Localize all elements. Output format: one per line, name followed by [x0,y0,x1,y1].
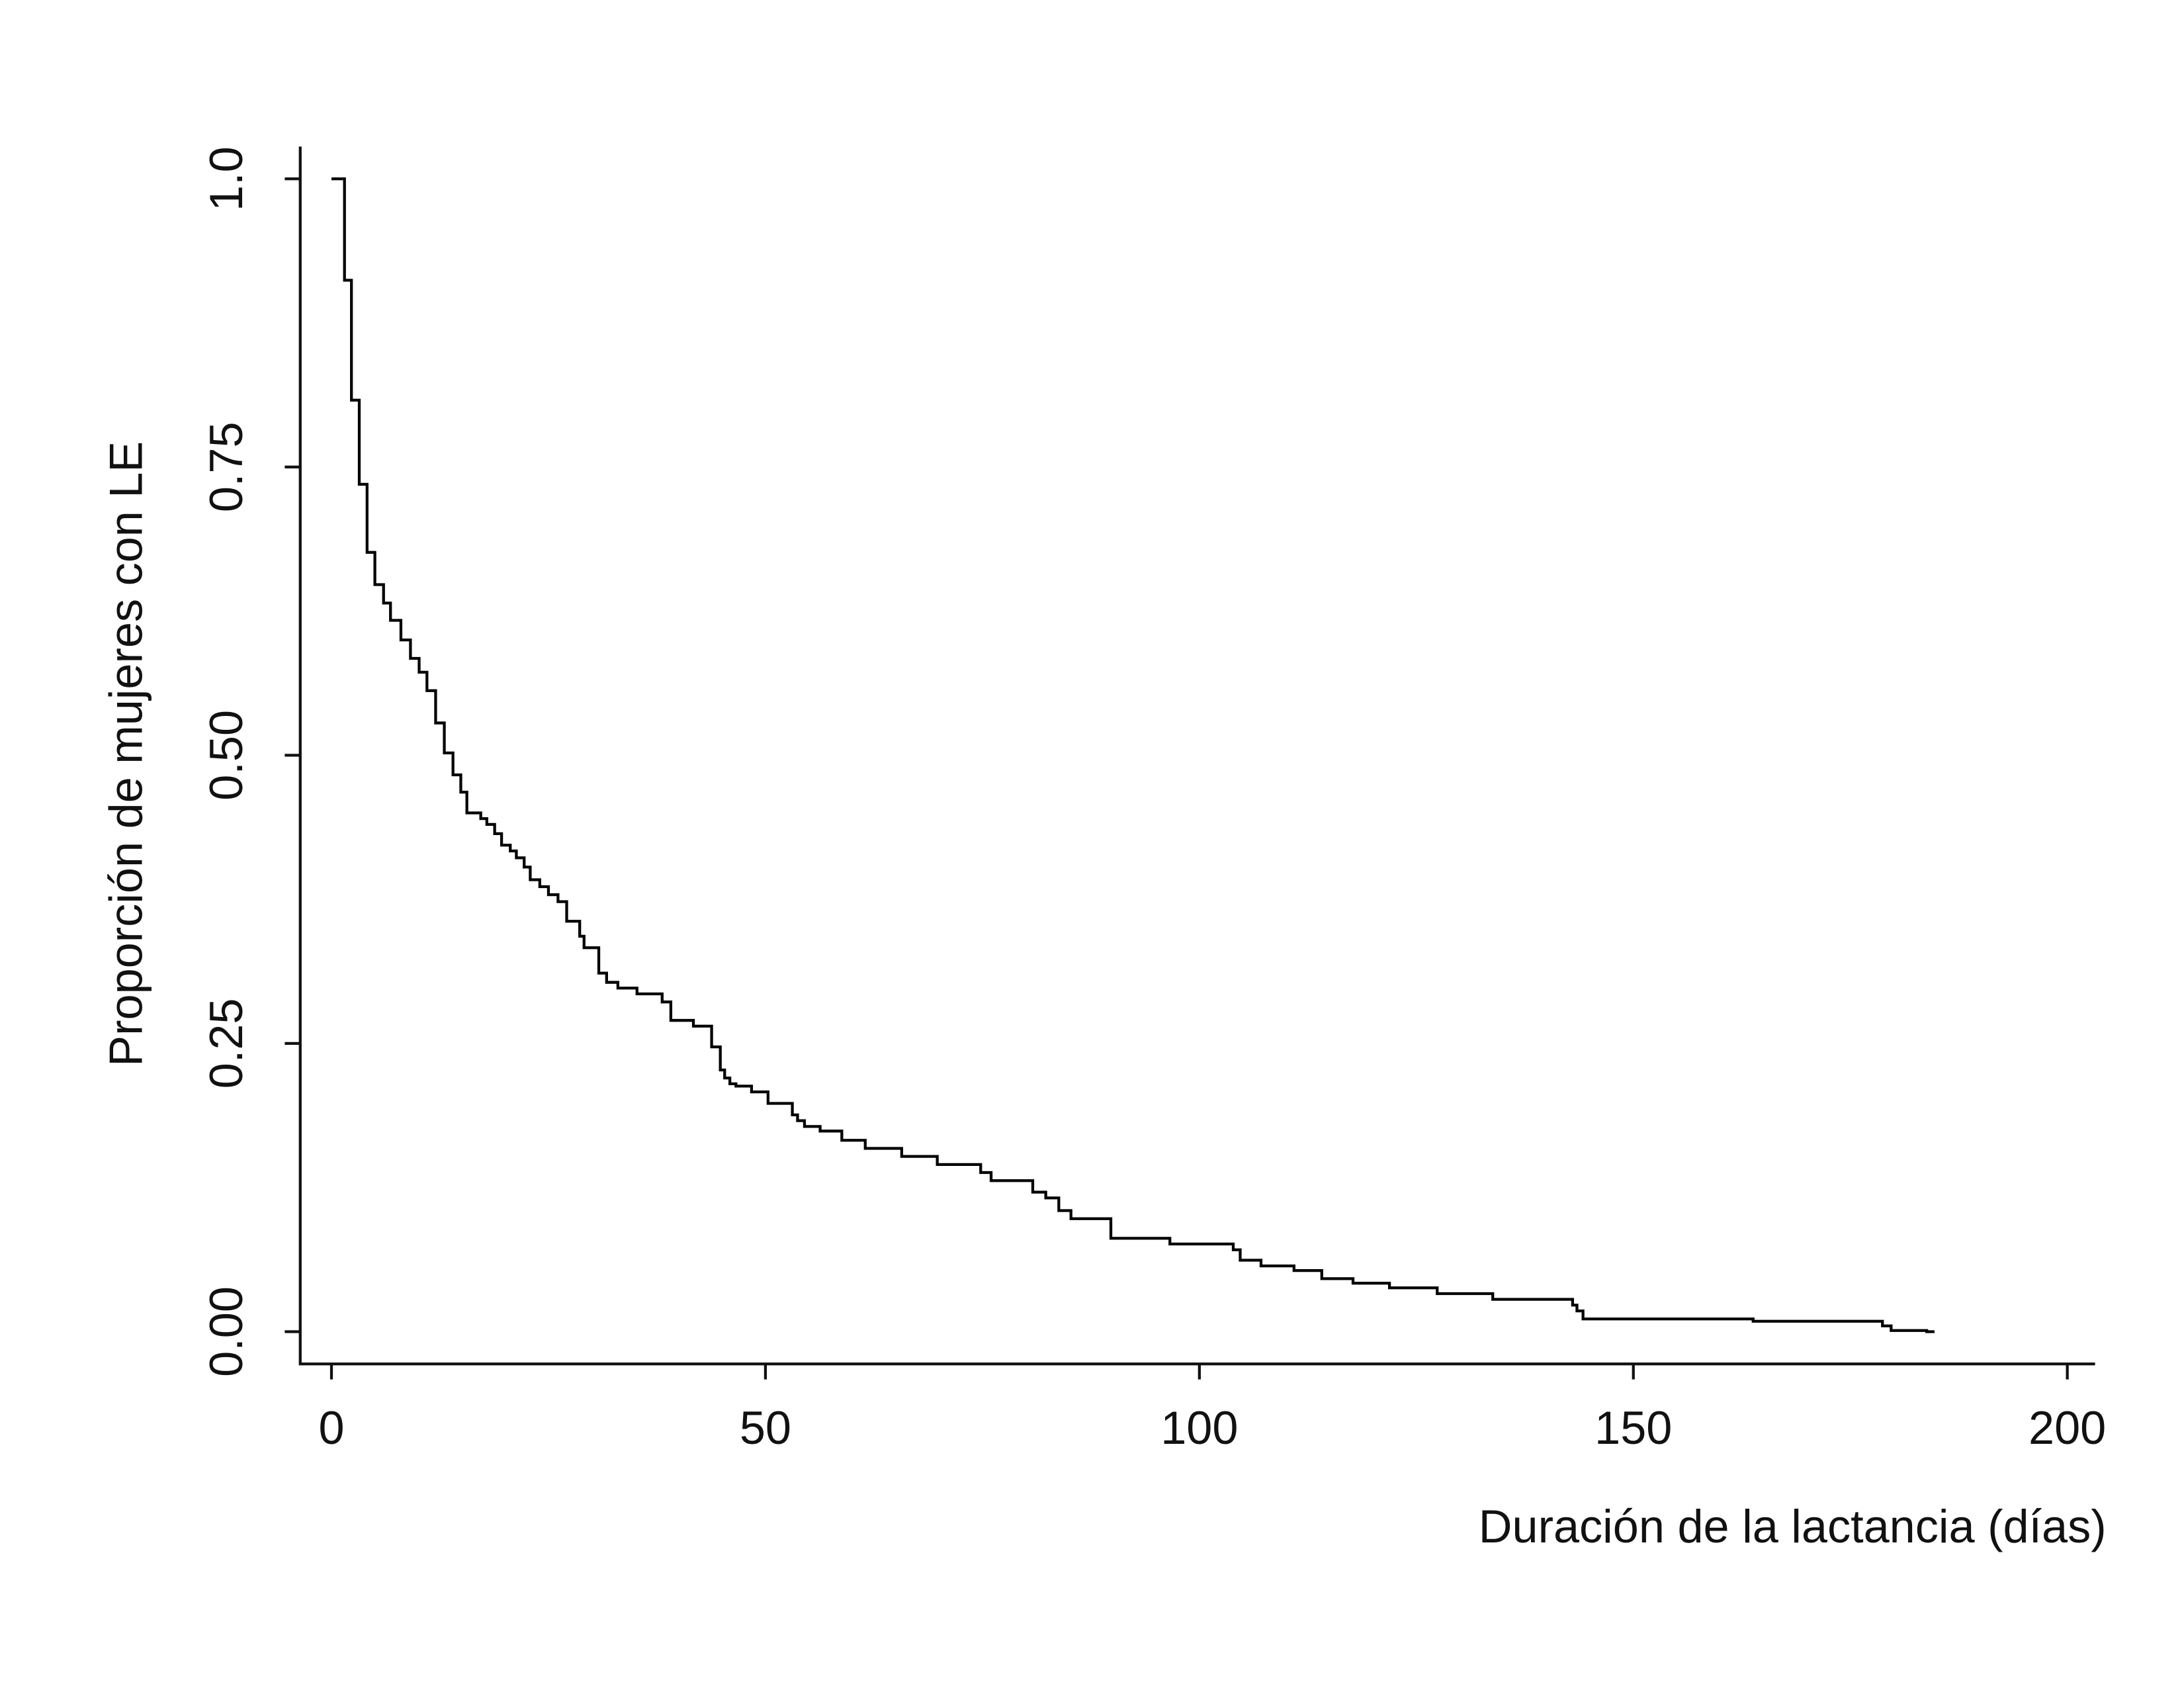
y-tick-label: 0.75 [200,422,252,512]
x-axis-title: Duración de la lactancia (días) [1479,1500,2107,1552]
y-tick-label: 0.50 [200,710,252,801]
x-tick-label: 100 [1160,1401,1238,1454]
x-tick-label: 150 [1594,1401,1672,1454]
x-tick-label: 50 [740,1401,791,1454]
x-tick-label: 200 [2029,1401,2106,1454]
axis-line [298,146,2095,1366]
y-tick-label: 0.25 [200,999,252,1089]
y-axis-title: Proporción de mujeres con LE [100,441,152,1067]
survival-curve [331,177,1935,1333]
y-tick-label: 1.0 [200,146,252,211]
x-tick-label: 0 [318,1401,344,1454]
y-tick-label: 0.00 [200,1286,252,1377]
